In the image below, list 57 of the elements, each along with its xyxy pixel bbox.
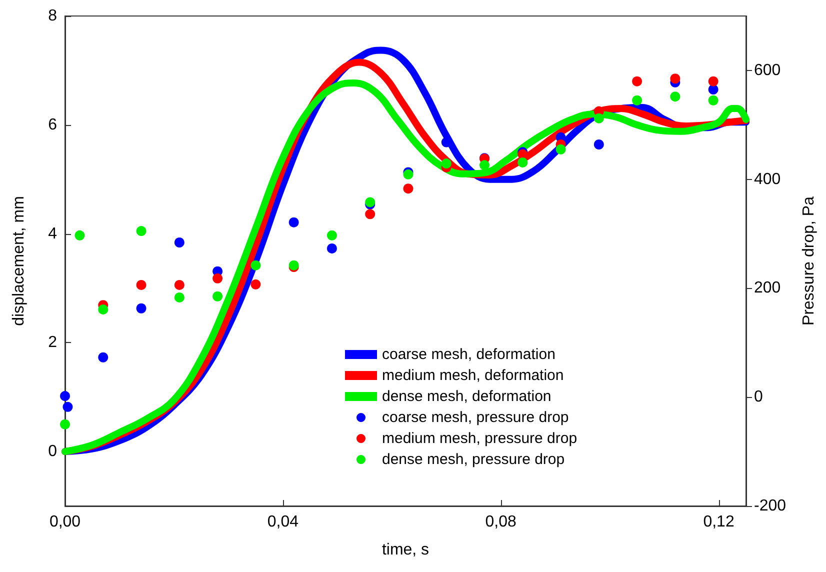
point xyxy=(250,260,261,270)
x-tick-label: 0,08 xyxy=(485,514,517,530)
point xyxy=(708,84,718,94)
point xyxy=(556,144,566,154)
point xyxy=(60,391,70,402)
y2-tick-label: 400 xyxy=(754,170,781,188)
point xyxy=(62,402,73,412)
point xyxy=(98,352,108,362)
x-tick-label: 0,00 xyxy=(49,514,81,530)
point xyxy=(136,226,146,236)
y2-tick-label: 0 xyxy=(754,388,763,406)
y2-axis-title: Pressure drop, Pa xyxy=(800,196,818,326)
y-tick-label: 8 xyxy=(48,8,58,24)
x-axis-title: time, s xyxy=(382,542,430,558)
y2-tick-label: 600 xyxy=(754,62,781,79)
point xyxy=(174,237,184,248)
point xyxy=(632,76,642,86)
y-tick-label: 4 xyxy=(48,225,58,242)
legend-label: medium mesh, pressure drop xyxy=(382,430,578,447)
y-tick-label: 2 xyxy=(48,334,58,352)
point xyxy=(136,280,146,290)
x-tick-label: 0,12 xyxy=(703,514,734,530)
point xyxy=(60,419,70,430)
point xyxy=(174,292,184,302)
y-tick-label: 0 xyxy=(48,443,58,460)
legend-label: dense mesh, deformation xyxy=(382,388,552,405)
legend-label: coarse mesh, deformation xyxy=(382,346,556,363)
point xyxy=(98,304,108,314)
point xyxy=(326,230,337,240)
point xyxy=(594,139,604,150)
point xyxy=(403,184,414,194)
legend-label: coarse mesh, pressure drop xyxy=(382,409,569,426)
x-tick-label: 0,04 xyxy=(267,514,299,530)
point xyxy=(250,279,261,290)
point xyxy=(212,291,223,302)
point xyxy=(708,76,718,86)
legend-label: medium mesh, deformation xyxy=(382,367,564,384)
point xyxy=(708,95,718,106)
point xyxy=(480,160,490,170)
y-tick-label: 6 xyxy=(48,116,58,134)
point xyxy=(518,157,528,168)
point xyxy=(212,273,223,284)
point xyxy=(74,230,85,240)
point xyxy=(136,303,146,314)
point xyxy=(441,158,452,169)
point xyxy=(365,209,376,220)
point xyxy=(670,74,680,84)
point xyxy=(174,280,184,290)
y2-tick-label: 200 xyxy=(754,280,781,297)
y-axis-title: displacement, mm xyxy=(10,196,28,326)
point xyxy=(670,92,680,102)
point xyxy=(632,95,642,106)
y2-tick-label: -200 xyxy=(754,498,786,514)
point xyxy=(594,113,604,124)
legend-label: dense mesh, pressure drop xyxy=(382,451,565,468)
point xyxy=(288,217,299,228)
point xyxy=(326,243,337,254)
